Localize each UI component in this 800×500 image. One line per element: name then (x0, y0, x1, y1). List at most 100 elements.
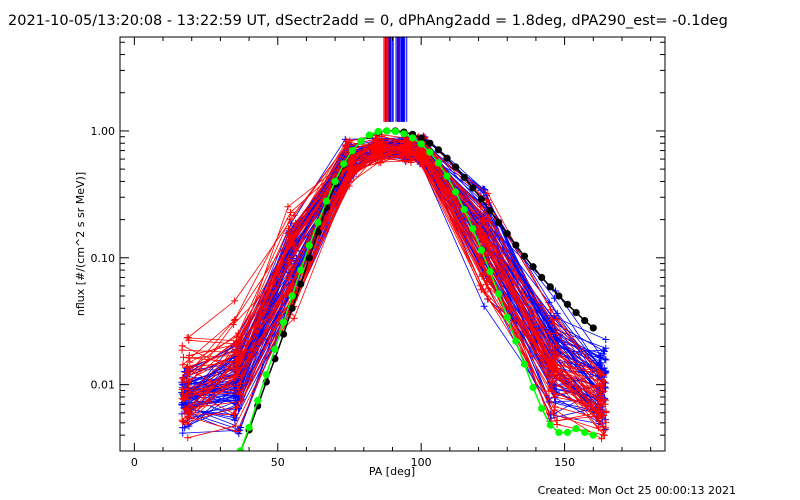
plus-marker (182, 418, 190, 426)
fit-point (297, 280, 305, 288)
plus-marker (601, 400, 609, 408)
fit-point (314, 228, 322, 236)
fit-point (555, 428, 563, 437)
fit-point (417, 140, 425, 148)
plus-marker (478, 217, 486, 225)
plus-marker (231, 422, 239, 430)
fit-point (486, 267, 494, 276)
fit-point (520, 252, 529, 260)
plus-marker (290, 314, 298, 322)
trace-line (183, 147, 601, 415)
fit-point (546, 421, 554, 429)
fit-point (357, 137, 365, 145)
fit-point (495, 290, 503, 298)
plus-marker (377, 154, 385, 162)
trace-line (188, 144, 599, 400)
fit-point (477, 195, 486, 203)
x-axis-label: PA [deg] (369, 465, 415, 478)
fit-point (452, 163, 460, 171)
plus-marker (602, 418, 610, 426)
plus-marker (599, 422, 607, 430)
fit-point (443, 172, 451, 180)
fit-point (538, 404, 546, 412)
plus-marker (342, 148, 350, 156)
fit-point (529, 383, 537, 392)
plus-marker (600, 387, 608, 395)
plus-marker (597, 359, 605, 367)
plus-marker (600, 427, 608, 435)
plus-marker (553, 342, 561, 350)
trace-line (188, 156, 601, 407)
fit-point (245, 423, 253, 432)
plus-marker (179, 385, 187, 393)
fit-point (495, 218, 503, 227)
x-tick-label: 50 (271, 456, 285, 469)
fit-point (400, 130, 408, 138)
fit-point (460, 173, 468, 182)
plus-marker (346, 166, 354, 174)
chart-title: 2021-10-05/13:20:08 - 13:22:59 UT, dSect… (8, 13, 728, 29)
fit-point (426, 139, 434, 147)
fit-point (383, 127, 391, 135)
fit-point (555, 292, 563, 300)
plus-marker (183, 364, 191, 372)
fit-point (288, 304, 296, 312)
plus-marker (485, 214, 493, 222)
plus-marker (237, 357, 245, 365)
plus-marker (184, 333, 192, 341)
plus-marker (347, 159, 355, 167)
fit-point (563, 300, 572, 308)
plus-marker (546, 330, 554, 338)
plus-marker (405, 148, 413, 156)
fit-point (572, 425, 580, 433)
fit-point (434, 146, 442, 154)
plus-marker (238, 397, 246, 405)
plus-marker (186, 358, 194, 366)
plus-marker (482, 280, 490, 288)
plus-marker (184, 434, 192, 442)
x-tick-label: 100 (411, 456, 432, 469)
plus-marker (179, 353, 187, 361)
x-tick-label: 150 (554, 456, 575, 469)
fit-point (305, 254, 313, 262)
data-layer (178, 37, 610, 451)
plus-marker (598, 382, 606, 390)
fit-point (529, 263, 537, 271)
plus-marker (178, 416, 186, 424)
plus-marker (481, 235, 489, 243)
plus-marker (347, 159, 355, 167)
plus-marker (484, 295, 492, 303)
trace-line (182, 152, 600, 434)
fit-point (434, 159, 442, 167)
y-axis-label: nflux [#/(cm^2 s sr MeV)] (74, 172, 87, 316)
plus-marker (600, 431, 608, 439)
trace-line (187, 135, 601, 375)
plus-marker (600, 347, 608, 355)
y-tick-label: 1.00 (91, 125, 116, 138)
plus-marker (378, 137, 386, 145)
trace-line (183, 147, 599, 429)
trace-line (182, 144, 602, 390)
plus-marker (291, 241, 299, 249)
plus-marker (183, 420, 191, 428)
fit-point (374, 127, 382, 136)
plus-marker (180, 376, 188, 384)
plus-marker (551, 391, 559, 399)
plus-marker (185, 402, 193, 410)
created-timestamp: Created: Mon Oct 25 00:00:13 2021 (538, 484, 736, 497)
fit-point (589, 431, 597, 439)
plus-marker (480, 302, 488, 310)
plus-marker (378, 143, 386, 151)
fit-point (236, 447, 245, 451)
fit-point (546, 283, 554, 291)
fit-point (426, 148, 434, 156)
spike-bundle (383, 37, 408, 122)
fit-point (452, 188, 460, 196)
plus-marker (547, 382, 555, 390)
fit-point (365, 131, 374, 139)
trace-line (187, 133, 600, 372)
fit-point (408, 134, 417, 142)
plus-marker (378, 153, 386, 161)
plus-marker (602, 336, 610, 344)
plus-marker (229, 321, 237, 329)
